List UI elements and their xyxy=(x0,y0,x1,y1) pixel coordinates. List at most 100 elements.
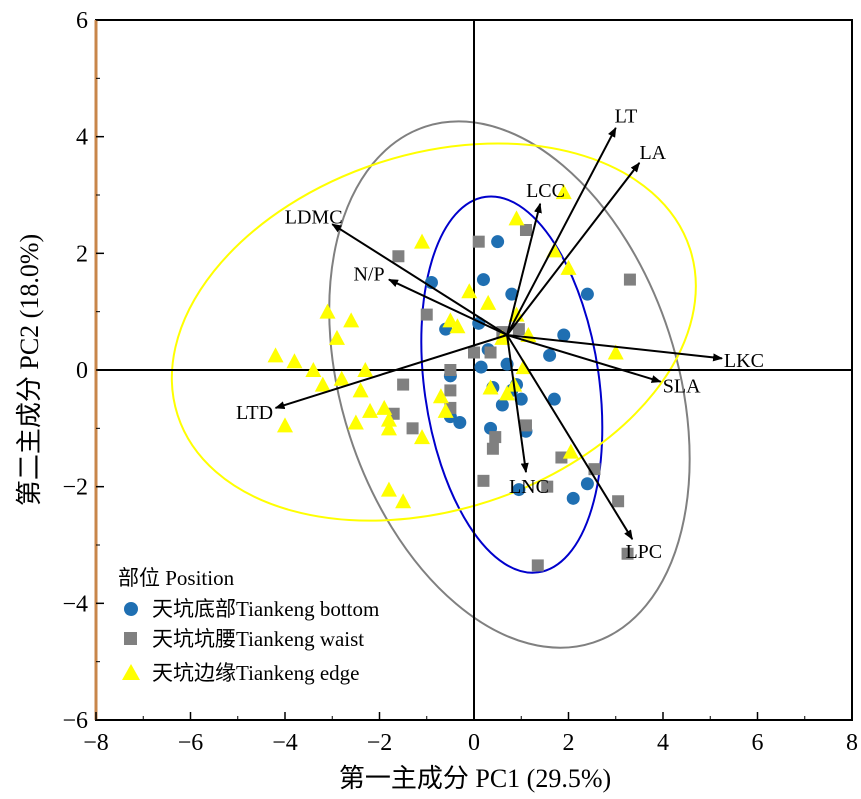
point-edge xyxy=(347,414,364,430)
y-axis: 6 4 2 0 −2 −4 −6 xyxy=(62,8,104,734)
loading-arrow-la xyxy=(506,162,641,336)
point-waist xyxy=(406,422,419,435)
x-tick-label: 0 xyxy=(468,730,480,756)
legend-marker-edge xyxy=(122,664,140,680)
point-bottom xyxy=(474,360,488,374)
point-edge xyxy=(380,481,397,497)
confidence-ellipse-edge xyxy=(170,142,697,522)
y-tick-label: 6 xyxy=(76,8,88,34)
x-tick-label: −6 xyxy=(178,730,204,756)
y-tick-label: 2 xyxy=(76,241,88,267)
point-edge xyxy=(461,283,478,299)
point-bottom xyxy=(557,328,571,342)
point-bottom xyxy=(505,287,519,301)
y-tick-label: −4 xyxy=(62,591,88,617)
loading-label-lcc: LCC xyxy=(526,180,565,202)
point-edge xyxy=(328,329,345,345)
point-waist xyxy=(444,384,457,397)
x-tick-label: −2 xyxy=(367,730,393,756)
loading-label-lt: LT xyxy=(615,106,638,128)
legend: 部位 Position 天坑底部Tiankeng bottom 天坑坑腰Tian… xyxy=(118,566,379,685)
point-bottom xyxy=(476,273,490,287)
loading-label-np: N/P xyxy=(353,264,384,286)
ellipse-layer xyxy=(170,120,697,649)
loading-arrow-lcc xyxy=(506,202,542,336)
point-edge xyxy=(414,233,431,249)
point-waist xyxy=(519,224,532,236)
y-axis-label: 第二主成分 PC2 (18.0%) xyxy=(15,234,44,506)
x-tick-label: 8 xyxy=(846,730,858,756)
loading-label-lpc: LPC xyxy=(625,541,662,563)
point-edge xyxy=(277,417,293,433)
confidence-ellipse-bottom xyxy=(420,195,604,574)
point-edge xyxy=(267,347,284,363)
loading-arrow-sla xyxy=(506,334,662,383)
point-waist xyxy=(519,419,532,432)
x-tick-label: 2 xyxy=(563,730,575,756)
point-edge xyxy=(395,493,412,509)
point-edge xyxy=(432,388,449,404)
loading-arrow-lnc xyxy=(506,334,529,474)
point-waist xyxy=(477,474,490,487)
loading-label-ldmc: LDMC xyxy=(285,207,343,229)
point-edge xyxy=(414,429,431,445)
x-tick-label: −4 xyxy=(272,730,298,756)
legend-entry-waist: 天坑坑腰Tiankeng waist xyxy=(152,627,364,651)
y-tick-label: −6 xyxy=(62,708,88,734)
loading-arrow-ldmc xyxy=(331,223,508,336)
point-edge xyxy=(449,318,466,334)
loading-arrow-lt xyxy=(506,127,617,336)
point-waist xyxy=(472,235,485,248)
point-edge xyxy=(437,402,454,418)
loading-arrow-lkc xyxy=(506,334,724,362)
y-tick-label: −2 xyxy=(62,475,88,501)
y-tick-label: 4 xyxy=(76,125,88,151)
point-edge xyxy=(480,294,497,310)
point-waist xyxy=(621,547,634,560)
loading-label-ltd: LTD xyxy=(236,402,273,424)
point-bottom xyxy=(580,287,594,301)
point-edge xyxy=(343,312,360,328)
loading-label-lnc: LNC xyxy=(509,476,549,498)
point-edge xyxy=(442,312,459,328)
point-waist xyxy=(397,378,410,391)
legend-marker-waist xyxy=(124,632,137,645)
legend-title: 部位 Position xyxy=(118,566,235,590)
point-waist xyxy=(512,323,525,336)
point-edge xyxy=(357,362,374,377)
point-waist xyxy=(531,559,544,572)
point-waist xyxy=(486,442,499,455)
point-edge xyxy=(380,420,397,436)
point-bottom xyxy=(491,235,505,249)
points-layer xyxy=(267,184,636,572)
x-tick-label: 6 xyxy=(752,730,764,756)
point-waist xyxy=(541,480,554,493)
point-bottom xyxy=(495,398,509,412)
point-edge xyxy=(562,443,579,459)
loading-arrow-ltd xyxy=(274,334,508,410)
point-waist xyxy=(489,431,502,444)
loading-arrow-np xyxy=(388,278,508,336)
zero-lines xyxy=(96,20,852,720)
point-waist xyxy=(555,451,568,464)
point-waist xyxy=(420,308,433,321)
point-edge xyxy=(560,259,577,275)
point-edge xyxy=(607,344,624,360)
point-waist xyxy=(468,346,480,359)
point-edge xyxy=(362,402,379,418)
point-waist xyxy=(612,495,625,508)
x-axis: −8 −6 −4 −2 0 2 4 6 8 xyxy=(83,712,858,756)
point-edge xyxy=(482,379,499,395)
loading-arrow-lpc xyxy=(506,334,634,541)
point-edge xyxy=(499,385,516,401)
point-edge xyxy=(319,303,336,319)
point-edge xyxy=(376,399,393,415)
point-waist xyxy=(623,273,636,286)
point-bottom xyxy=(547,392,561,406)
point-edge xyxy=(333,370,350,386)
point-bottom xyxy=(514,392,528,406)
point-waist xyxy=(484,346,497,359)
loading-label-sla: SLA xyxy=(663,376,701,398)
point-bottom xyxy=(453,416,467,429)
